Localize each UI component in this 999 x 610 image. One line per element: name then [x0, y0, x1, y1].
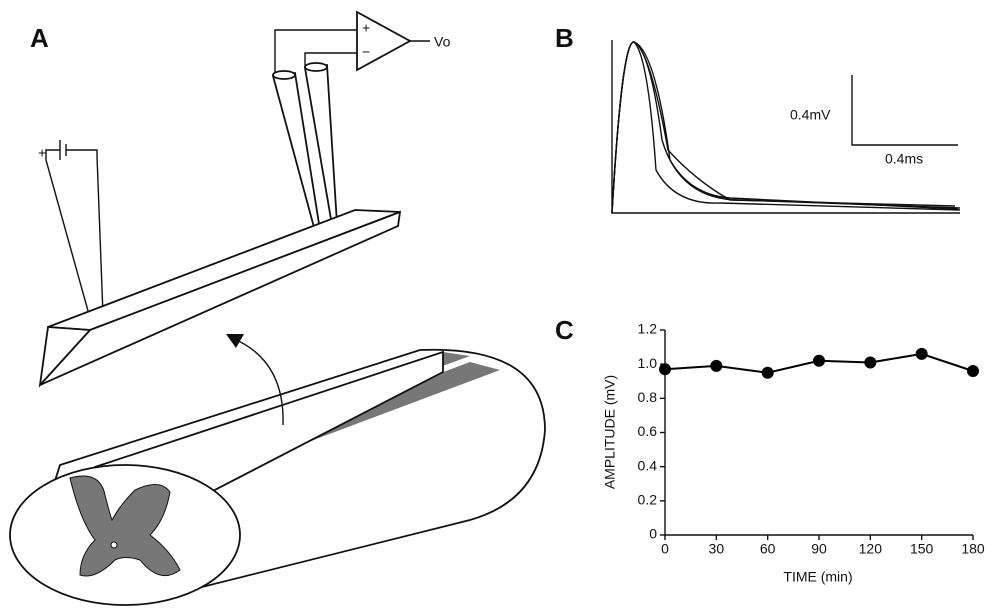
trace — [611, 41, 956, 214]
trace — [611, 41, 961, 214]
x-tick-label: 180 — [961, 541, 985, 557]
battery — [45, 140, 98, 160]
slice-front — [39, 210, 402, 386]
x-tick-label: 150 — [910, 541, 934, 557]
x-axis-label: TIME (min) — [783, 569, 852, 585]
stim-electrode — [45, 155, 104, 319]
y-tick-label: 1.0 — [638, 355, 658, 371]
x-tick-label: 90 — [811, 541, 827, 557]
x-tick-label: 0 — [661, 541, 669, 557]
canal — [110, 541, 118, 549]
panel-label: A — [30, 23, 49, 53]
scale-time: 0.4ms — [885, 151, 923, 167]
data-point — [813, 354, 825, 367]
wire — [304, 52, 357, 67]
data-point — [864, 356, 877, 369]
scale-bar — [851, 75, 958, 146]
electrode-tip — [272, 70, 296, 80]
amp-minus: − — [362, 44, 370, 60]
arrow-head — [226, 334, 244, 348]
grey-matter — [69, 475, 181, 577]
y-tick-label: 0 — [649, 526, 657, 542]
y-tick-label: 0.4 — [638, 457, 658, 473]
output-label: Vo — [434, 34, 451, 50]
data-point — [915, 347, 928, 360]
y-tick-label: 0.8 — [638, 389, 658, 405]
amp-plus: + — [362, 20, 370, 36]
electrode-tip — [304, 62, 328, 72]
slice-end — [38, 326, 92, 388]
scale-voltage: 0.4mV — [790, 107, 831, 123]
data-point — [659, 363, 671, 376]
x-tick-label: 30 — [709, 541, 725, 557]
data-point — [967, 365, 979, 377]
y-tick-label: 1.2 — [638, 321, 658, 337]
battery-plus: + — [38, 145, 46, 161]
data-point — [761, 366, 774, 379]
x-tick-label: 60 — [760, 541, 776, 557]
wire — [274, 29, 357, 74]
y-axis-label: AMPLITUDE (mV) — [602, 375, 618, 489]
x-tick-label: 120 — [859, 541, 883, 557]
arrow — [231, 337, 284, 426]
panel-label: B — [555, 23, 574, 53]
panel-label: C — [555, 315, 574, 345]
y-tick-label: 0.6 — [638, 423, 658, 439]
amplifier — [356, 10, 412, 72]
y-tick-label: 0.2 — [638, 492, 658, 508]
data-point — [710, 359, 723, 372]
